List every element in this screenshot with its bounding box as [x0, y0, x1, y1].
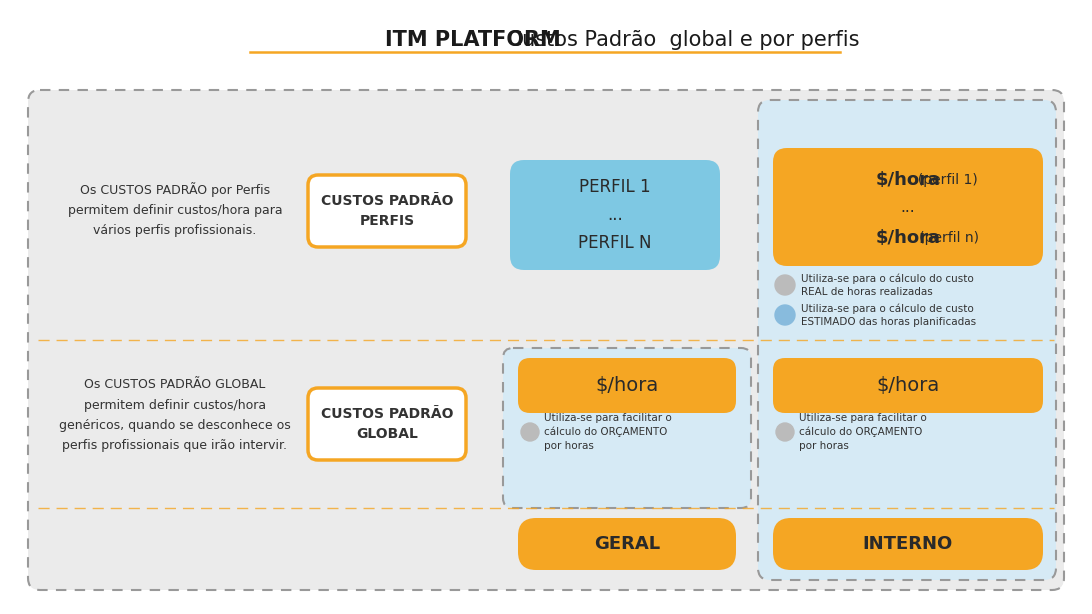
FancyBboxPatch shape: [510, 160, 720, 270]
Text: CUSTOS PADRÃO
PERFIS: CUSTOS PADRÃO PERFIS: [321, 194, 453, 228]
Circle shape: [775, 275, 795, 295]
Text: Utiliza-se para o cálculo do custo
REAL de horas realizadas: Utiliza-se para o cálculo do custo REAL …: [802, 273, 974, 297]
Text: $/hora: $/hora: [876, 229, 940, 247]
Text: GERAL: GERAL: [594, 535, 660, 553]
Text: PERFIL 1
...
PERFIL N: PERFIL 1 ... PERFIL N: [579, 178, 652, 252]
Text: Os CUSTOS PADRÃO por Perfis
permitem definir custos/hora para
vários perfis prof: Os CUSTOS PADRÃO por Perfis permitem def…: [68, 182, 283, 238]
FancyBboxPatch shape: [308, 388, 466, 460]
FancyBboxPatch shape: [28, 90, 1064, 590]
Text: ...: ...: [901, 201, 915, 216]
Circle shape: [776, 423, 794, 441]
Text: Utiliza-se para facilitar o
cálculo do ORÇAMENTO
por horas: Utiliza-se para facilitar o cálculo do O…: [799, 413, 927, 451]
Text: Utiliza-se para facilitar o
cálculo do ORÇAMENTO
por horas: Utiliza-se para facilitar o cálculo do O…: [544, 413, 672, 451]
Circle shape: [775, 305, 795, 325]
Text: (perfil n): (perfil n): [836, 231, 980, 245]
Text: ITM PLATFORM: ITM PLATFORM: [385, 30, 561, 50]
Text: $/hora: $/hora: [877, 376, 939, 395]
FancyBboxPatch shape: [518, 358, 736, 413]
FancyBboxPatch shape: [773, 148, 1043, 266]
Circle shape: [521, 423, 539, 441]
Text: Custos Padrão  global e por perfis: Custos Padrão global e por perfis: [501, 30, 859, 50]
Text: Os CUSTOS PADRÃO GLOBAL
permitem definir custos/hora
genéricos, quando se descon: Os CUSTOS PADRÃO GLOBAL permitem definir…: [59, 378, 290, 451]
Text: INTERNO: INTERNO: [863, 535, 953, 553]
Text: $/hora: $/hora: [876, 171, 940, 189]
FancyBboxPatch shape: [758, 100, 1056, 580]
Text: CUSTOS PADRÃO
GLOBAL: CUSTOS PADRÃO GLOBAL: [321, 407, 453, 441]
FancyBboxPatch shape: [518, 518, 736, 570]
FancyBboxPatch shape: [308, 175, 466, 247]
FancyBboxPatch shape: [773, 358, 1043, 413]
Text: (perfil 1): (perfil 1): [839, 173, 977, 187]
FancyBboxPatch shape: [773, 518, 1043, 570]
FancyBboxPatch shape: [503, 348, 751, 508]
Text: Utiliza-se para o cálculo de custo
ESTIMADO das horas planificadas: Utiliza-se para o cálculo de custo ESTIM…: [802, 303, 976, 327]
Text: $/hora: $/hora: [595, 376, 658, 395]
